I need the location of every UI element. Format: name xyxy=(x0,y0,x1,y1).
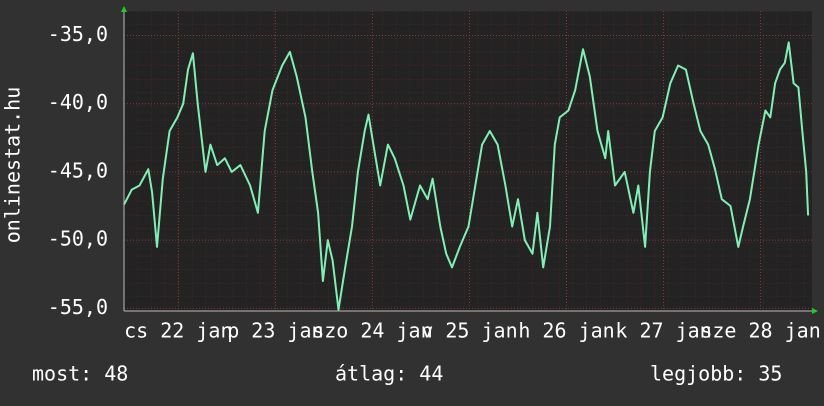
y-tick-label: -50,0 xyxy=(48,227,108,251)
x-tick-label: cs 22 jan xyxy=(124,319,232,343)
y-tick-label: -55,0 xyxy=(48,295,108,319)
x-tick-label: szo 24 jan xyxy=(312,319,432,343)
x-tick-label: v 25 jan xyxy=(421,319,517,343)
stat-label: legjobb: 35 xyxy=(650,362,782,386)
stat-label: átlag: 44 xyxy=(335,362,443,386)
y-axis-label: onlinestat.hu xyxy=(1,87,25,244)
marks xyxy=(123,11,812,311)
minor-grid xyxy=(124,11,812,311)
y-tick-label: -35,0 xyxy=(48,22,108,46)
x-tick-label: k 27 jan xyxy=(615,319,711,343)
data-line xyxy=(123,41,810,311)
y-tick-label: -45,0 xyxy=(48,158,108,182)
y-arrow xyxy=(121,6,127,12)
y-tick-label: -40,0 xyxy=(48,90,108,114)
x-tick-label: h 26 jan xyxy=(518,319,614,343)
stat-label: most: 48 xyxy=(32,362,128,386)
x-tick-label: sze 28 jan xyxy=(700,319,820,343)
x-arrow xyxy=(812,308,818,314)
x-tick-label: p 23 jan xyxy=(227,319,323,343)
